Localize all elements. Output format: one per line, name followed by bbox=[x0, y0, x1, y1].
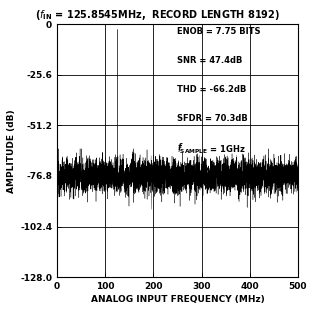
Text: ENOB = 7.75 BITS: ENOB = 7.75 BITS bbox=[177, 27, 261, 36]
Y-axis label: AMPLITUDE (dB): AMPLITUDE (dB) bbox=[7, 109, 16, 193]
Text: ($f_\mathregular{IN}$ = 125.8545MHz,  RECORD LENGTH 8192): ($f_\mathregular{IN}$ = 125.8545MHz, REC… bbox=[35, 8, 279, 22]
Text: SFDR = 70.3dB: SFDR = 70.3dB bbox=[177, 114, 248, 123]
Text: THD = -66.2dB: THD = -66.2dB bbox=[177, 85, 247, 94]
X-axis label: ANALOG INPUT FREQUENCY (MHz): ANALOG INPUT FREQUENCY (MHz) bbox=[90, 295, 264, 304]
Text: f: f bbox=[177, 143, 181, 152]
Text: SNR = 47.4dB: SNR = 47.4dB bbox=[177, 56, 243, 65]
Text: $f_\mathregular{SAMPLE}$ = 1GHz: $f_\mathregular{SAMPLE}$ = 1GHz bbox=[177, 143, 246, 156]
